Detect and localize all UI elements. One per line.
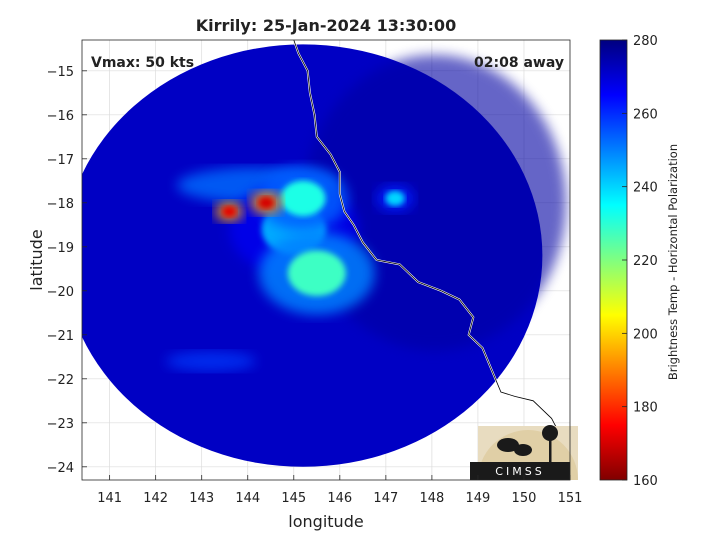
y-tick-label: −24 <box>47 461 74 476</box>
y-tick-label: −15 <box>47 65 74 80</box>
x-tick-label: 143 <box>189 491 214 506</box>
time-away-annotation: 02:08 away <box>474 55 564 71</box>
colorbar-tick-label: 220 <box>633 254 658 269</box>
colorbar-label: Brightness Temp - Horizontal Polarizatio… <box>666 144 680 380</box>
coastline-outer <box>293 40 570 450</box>
x-tick-label: 148 <box>419 491 444 506</box>
x-axis-label: longitude <box>288 512 363 531</box>
y-tick-label: −19 <box>47 241 74 256</box>
colorbar-tick-label: 260 <box>633 107 658 122</box>
y-tick-label: −17 <box>47 153 74 168</box>
colorbar-tick-label: 200 <box>633 327 658 342</box>
colorbar-tick-label: 280 <box>633 34 658 49</box>
x-tick-label: 146 <box>327 491 352 506</box>
colorbar-tick-label: 240 <box>633 181 658 196</box>
x-tick-label: 141 <box>97 491 122 506</box>
x-tick-label: 149 <box>466 491 491 506</box>
x-tick-label: 142 <box>143 491 168 506</box>
y-tick-label: −21 <box>47 329 74 344</box>
colorbar-tick-label: 160 <box>633 474 658 489</box>
coastline-layer <box>292 40 570 450</box>
y-tick-label: −16 <box>47 109 74 124</box>
cimss-logo-text: CIMSS <box>495 465 544 478</box>
convection-cell <box>280 180 326 217</box>
y-axis-label: latitude <box>27 229 46 290</box>
y-tick-label: −22 <box>47 373 74 388</box>
x-axis: 141 142 143 144 145 146 147 148 149 150 151 <box>97 475 582 506</box>
cimss-logo: CIMSS <box>470 425 578 480</box>
convection-cell <box>287 250 346 296</box>
y-tick-label: −23 <box>47 417 74 432</box>
plot-frame <box>81 39 571 481</box>
x-tick-label: 151 <box>558 491 583 506</box>
y-tick-label: −20 <box>47 285 74 300</box>
convection-cell <box>258 196 275 210</box>
convection-cell <box>385 190 405 206</box>
swath-layer <box>82 44 567 467</box>
rainband-south <box>165 351 256 372</box>
x-tick-label: 150 <box>512 491 537 506</box>
y-tick-label: −18 <box>47 197 74 212</box>
vmax-annotation: Vmax: 50 kts <box>91 55 194 71</box>
colorbar: 280 260 240 220 200 180 160 Brightness Temp - … <box>599 34 680 489</box>
x-tick-label: 147 <box>373 491 398 506</box>
colorbar-tick-label: 180 <box>633 401 658 416</box>
y-axis: −15 −16 −17 −18 −19 −20 −21 −22 −23 −24 <box>47 65 87 476</box>
x-tick-label: 144 <box>235 491 260 506</box>
x-tick-label: 145 <box>281 491 306 506</box>
chart-title: Kirrily: 25-Jan-2024 13:30:00 <box>196 16 456 35</box>
convection-cell <box>222 206 237 218</box>
